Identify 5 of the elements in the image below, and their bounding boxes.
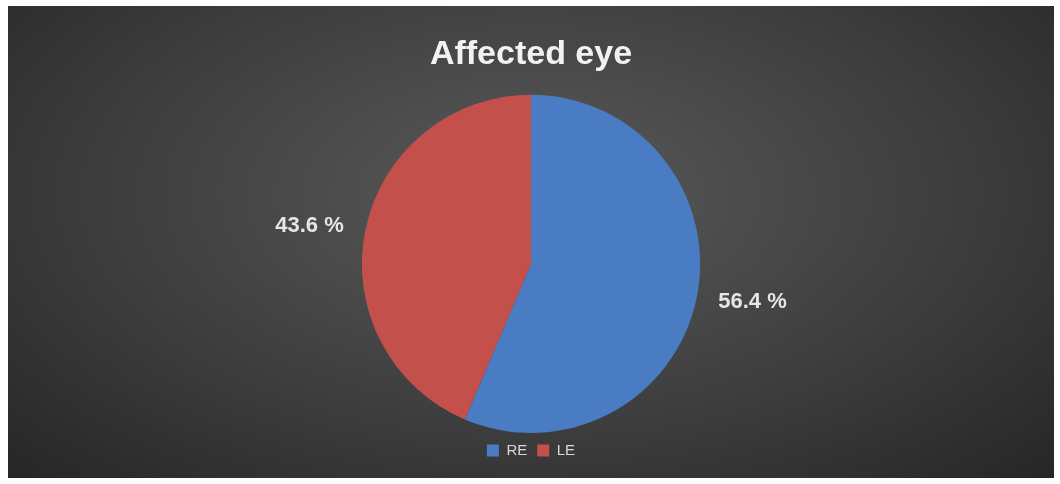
- legend-label: RE: [506, 440, 528, 458]
- data-label: 43.6 %: [275, 211, 344, 237]
- chart-title: Affected eye: [429, 32, 633, 71]
- legend-label: LE: [556, 440, 576, 458]
- data-label: 56.4 %: [718, 288, 787, 314]
